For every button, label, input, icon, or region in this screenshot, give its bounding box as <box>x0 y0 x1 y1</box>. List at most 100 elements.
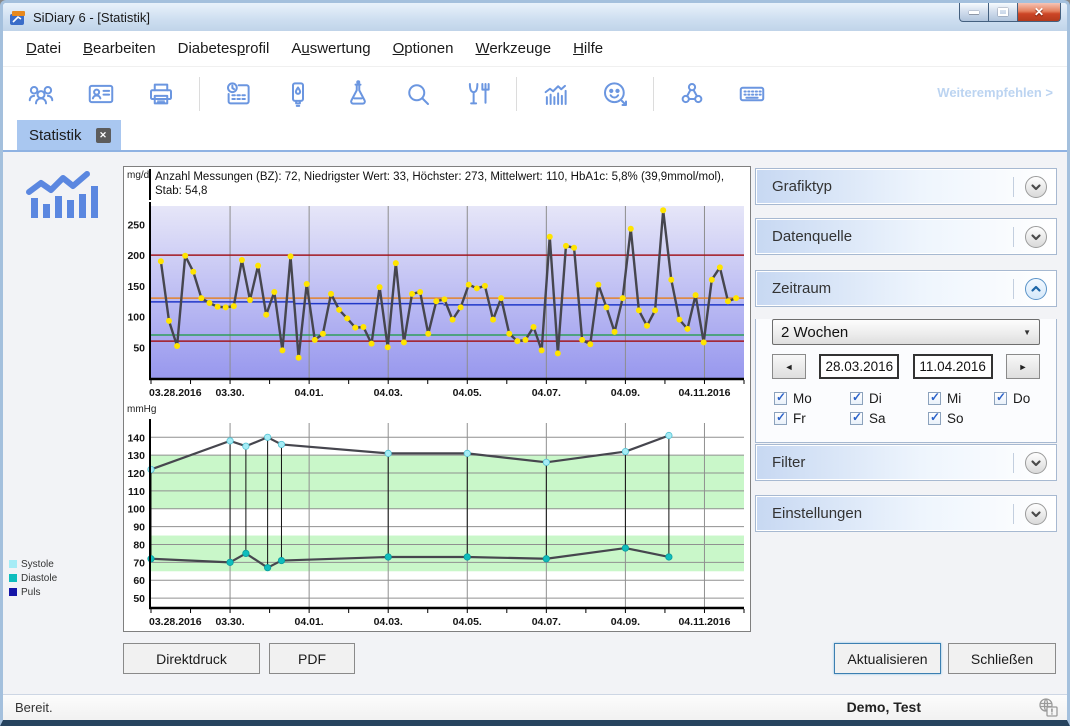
panel-header-zeitraum[interactable]: Zeitraum <box>755 270 1057 307</box>
toolbar: Weiterempfehlen > <box>3 67 1067 120</box>
bp-chart: 50 60 70 80 90 100 110 120 130 140 03.28.2016 03.30… <box>127 419 745 628</box>
pdf-button[interactable]: PDF <box>269 643 355 674</box>
toolbar-separator <box>199 76 200 111</box>
svg-text:250: 250 <box>127 219 145 231</box>
menu-item-hilfe[interactable]: Hilfe <box>573 40 604 57</box>
svg-text:90: 90 <box>133 522 145 534</box>
svg-text:04.09.: 04.09. <box>611 616 640 628</box>
panel-zeitraum: Zeitraum 2 Wochen▼ ◄ ► MoDiMiDo FrSaSo <box>755 270 1057 443</box>
menu-item-optionen[interactable]: Optionen <box>392 40 454 57</box>
panel-header-filter[interactable]: Filter <box>755 444 1057 481</box>
panel-header-grafiktyp[interactable]: Grafiktyp <box>755 168 1057 205</box>
svg-text:130: 130 <box>127 450 145 462</box>
chart-panel: mg/dl Anzahl Messungen (BZ): 72, Niedrig… <box>123 166 751 632</box>
weekday-checkbox-di[interactable]: Di <box>850 390 928 406</box>
lab-values-icon[interactable] <box>328 75 388 113</box>
keyboard-icon[interactable] <box>722 75 782 113</box>
nutrition-icon[interactable] <box>448 75 508 113</box>
weekday-checkbox-sa[interactable]: Sa <box>850 410 928 426</box>
svg-text:04.01.: 04.01. <box>295 616 324 628</box>
print-icon[interactable] <box>131 75 191 113</box>
glucose-unit-label: mg/dl <box>127 170 152 181</box>
svg-text:04.05.: 04.05. <box>453 387 482 399</box>
diary-icon[interactable] <box>208 75 268 113</box>
chevron-down-icon[interactable] <box>1025 176 1047 198</box>
feedback-icon[interactable] <box>585 75 645 113</box>
weekday-checkbox-mi[interactable]: Mi <box>928 390 994 406</box>
legend-item-puls: Puls <box>9 585 57 599</box>
date-to-input[interactable] <box>912 354 993 379</box>
svg-text:04.07.: 04.07. <box>532 387 561 399</box>
profiles-icon[interactable] <box>11 75 71 113</box>
svg-text:200: 200 <box>127 250 145 262</box>
glucose-stats-text: Anzahl Messungen (BZ): 72, Niedrigster W… <box>155 171 725 197</box>
search-icon[interactable] <box>388 75 448 113</box>
legend-swatch <box>9 588 17 596</box>
header-divider <box>1013 504 1014 524</box>
menu-item-werkzeuge[interactable]: Werkzeuge <box>475 40 552 57</box>
close-icon: ✕ <box>1033 5 1045 19</box>
device-import-icon[interactable] <box>268 75 328 113</box>
title-bar: SiDiary 6 - [Statistik] ✕ <box>3 3 1067 31</box>
statistics-icon[interactable] <box>525 75 585 113</box>
status-text: Bereit. <box>15 700 53 715</box>
minimize-button[interactable] <box>959 3 989 22</box>
chevron-up-icon[interactable] <box>1025 278 1047 300</box>
chevron-down-icon[interactable] <box>1025 503 1047 525</box>
svg-text:110: 110 <box>128 486 145 498</box>
bp-unit-label: mmHg <box>127 404 157 415</box>
svg-text:80: 80 <box>133 539 145 551</box>
aktualisieren-button[interactable]: Aktualisieren <box>834 643 941 674</box>
patient-data-icon[interactable] <box>71 75 131 113</box>
toolbar-separator <box>653 76 654 111</box>
svg-text:04.03.: 04.03. <box>374 616 403 628</box>
checkbox-icon <box>774 410 787 425</box>
panel-header-einstellungen[interactable]: Einstellungen <box>755 495 1057 532</box>
axis-divider <box>149 169 151 200</box>
menu-item-auswertung[interactable]: Auswertung <box>291 40 371 57</box>
header-divider <box>1013 453 1014 473</box>
close-button[interactable]: ✕ <box>1017 3 1061 22</box>
menu-item-diabetesprofil[interactable]: Diabetesprofil <box>177 40 270 57</box>
chevron-down-icon[interactable] <box>1025 452 1047 474</box>
recommend-link[interactable]: Weiterempfehlen > <box>937 85 1053 100</box>
weekday-checkbox-so[interactable]: So <box>928 410 994 426</box>
toolbar-separator <box>516 76 517 111</box>
svg-text:50: 50 <box>133 593 145 605</box>
previous-period-button[interactable]: ◄ <box>772 354 806 379</box>
chevron-down-icon[interactable] <box>1025 226 1047 248</box>
legend-swatch <box>9 560 17 568</box>
connection-alert-icon: ! <box>1037 697 1059 720</box>
svg-text:!: ! <box>1051 708 1054 717</box>
tab-statistik[interactable]: Statistik ✕ <box>17 120 121 150</box>
svg-text:70: 70 <box>133 557 145 569</box>
panel-label: Einstellungen <box>772 505 863 522</box>
weekday-checkbox-mo[interactable]: Mo <box>774 390 850 406</box>
menu-item-datei[interactable]: Datei <box>26 40 62 57</box>
tab-label: Statistik <box>29 126 82 144</box>
panel-header-datenquelle[interactable]: Datenquelle <box>755 218 1057 255</box>
panel-label: Filter <box>772 454 806 471</box>
checkbox-icon <box>928 390 941 405</box>
weekday-checkbox-fr[interactable]: Fr <box>774 410 850 426</box>
glucose-chart: 50 100 150 200 250 03.28.2016 03.30. 04.01. 04.0… <box>127 202 745 399</box>
schliessen-button[interactable]: Schließen <box>948 643 1056 674</box>
date-from-input[interactable] <box>819 354 900 379</box>
panel-filter: Filter <box>755 444 1057 481</box>
main-content: Systole Diastole Puls mg/dl Anzahl Messung… <box>3 152 1067 694</box>
menu-item-bearbeiten[interactable]: Bearbeiten <box>83 40 156 57</box>
maximize-button[interactable] <box>989 3 1017 22</box>
panel-einstellungen: Einstellungen <box>755 495 1057 532</box>
panel-label: Datenquelle <box>772 228 853 245</box>
svg-text:60: 60 <box>133 575 145 587</box>
svg-text:03.30.: 03.30. <box>215 616 244 628</box>
weekday-checkbox-do[interactable]: Do <box>994 390 1056 406</box>
zeitraum-range-select[interactable]: 2 Wochen ▼ <box>772 319 1040 345</box>
panel-label: Zeitraum <box>772 280 832 297</box>
direktdruck-button[interactable]: Direktdruck <box>123 643 260 674</box>
next-period-button[interactable]: ► <box>1005 354 1040 379</box>
sync-icon[interactable] <box>662 75 722 113</box>
tab-close-icon[interactable]: ✕ <box>95 127 111 143</box>
checkbox-icon <box>994 390 1007 405</box>
svg-text:03.28.2016: 03.28.2016 <box>149 387 202 399</box>
